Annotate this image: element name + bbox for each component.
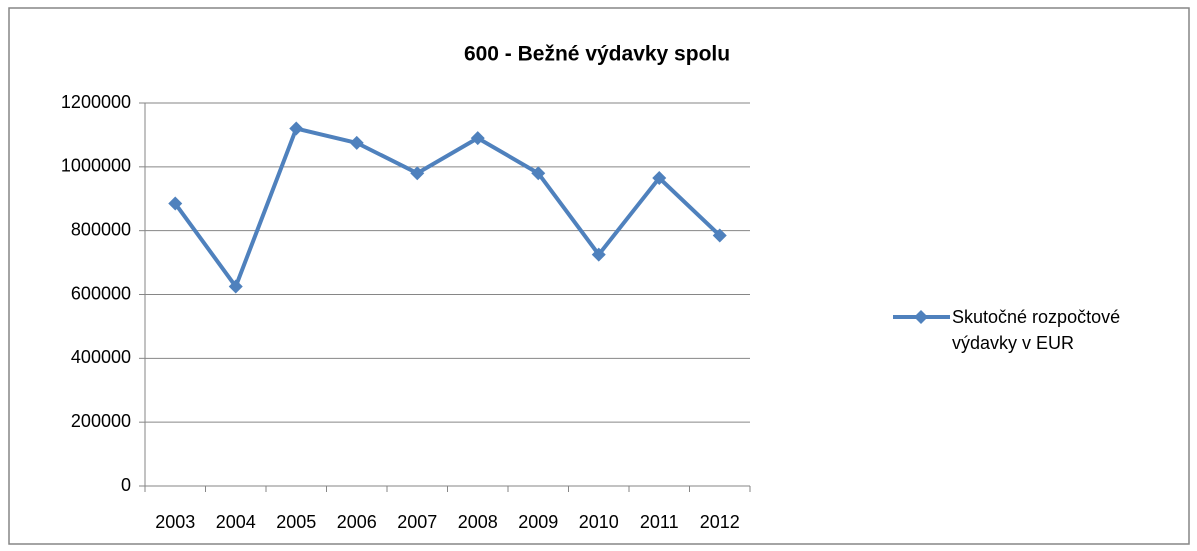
chart-title: 600 - Bežné výdavky spolu [464, 43, 730, 66]
x-tick-label: 2004 [216, 512, 256, 532]
y-tick-label: 400000 [71, 347, 131, 367]
x-tick-label: 2011 [640, 512, 679, 532]
legend-marker [914, 310, 928, 324]
x-tick-label: 2005 [276, 512, 316, 532]
x-tick-label: 2009 [518, 512, 558, 532]
x-tick-label: 2008 [458, 512, 498, 532]
data-point [712, 228, 727, 243]
y-tick-label: 0 [121, 475, 131, 495]
x-tick-label: 2006 [337, 512, 377, 532]
data-point [591, 247, 606, 262]
data-point [470, 131, 485, 146]
data-point [289, 121, 304, 136]
legend-label: Skutočné rozpočtové výdavky v EUR [952, 307, 1121, 353]
y-tick-label: 200000 [71, 411, 131, 431]
x-tick-label: 2003 [155, 512, 195, 532]
x-tick-label: 2010 [579, 512, 619, 532]
data-point [228, 279, 243, 294]
y-tick-label: 1200000 [61, 92, 131, 112]
chart-border [8, 7, 1190, 545]
data-point [349, 135, 364, 150]
data-point [410, 166, 425, 181]
data-point [168, 196, 183, 211]
series-line [173, 126, 722, 289]
x-tick-label: 2012 [700, 512, 740, 532]
x-tick-label: 2007 [397, 512, 437, 532]
y-tick-label: 800000 [71, 219, 131, 239]
data-point [652, 171, 667, 186]
data-point [531, 166, 546, 181]
y-tick-label: 600000 [71, 283, 131, 303]
y-tick-label: 1000000 [61, 156, 131, 176]
